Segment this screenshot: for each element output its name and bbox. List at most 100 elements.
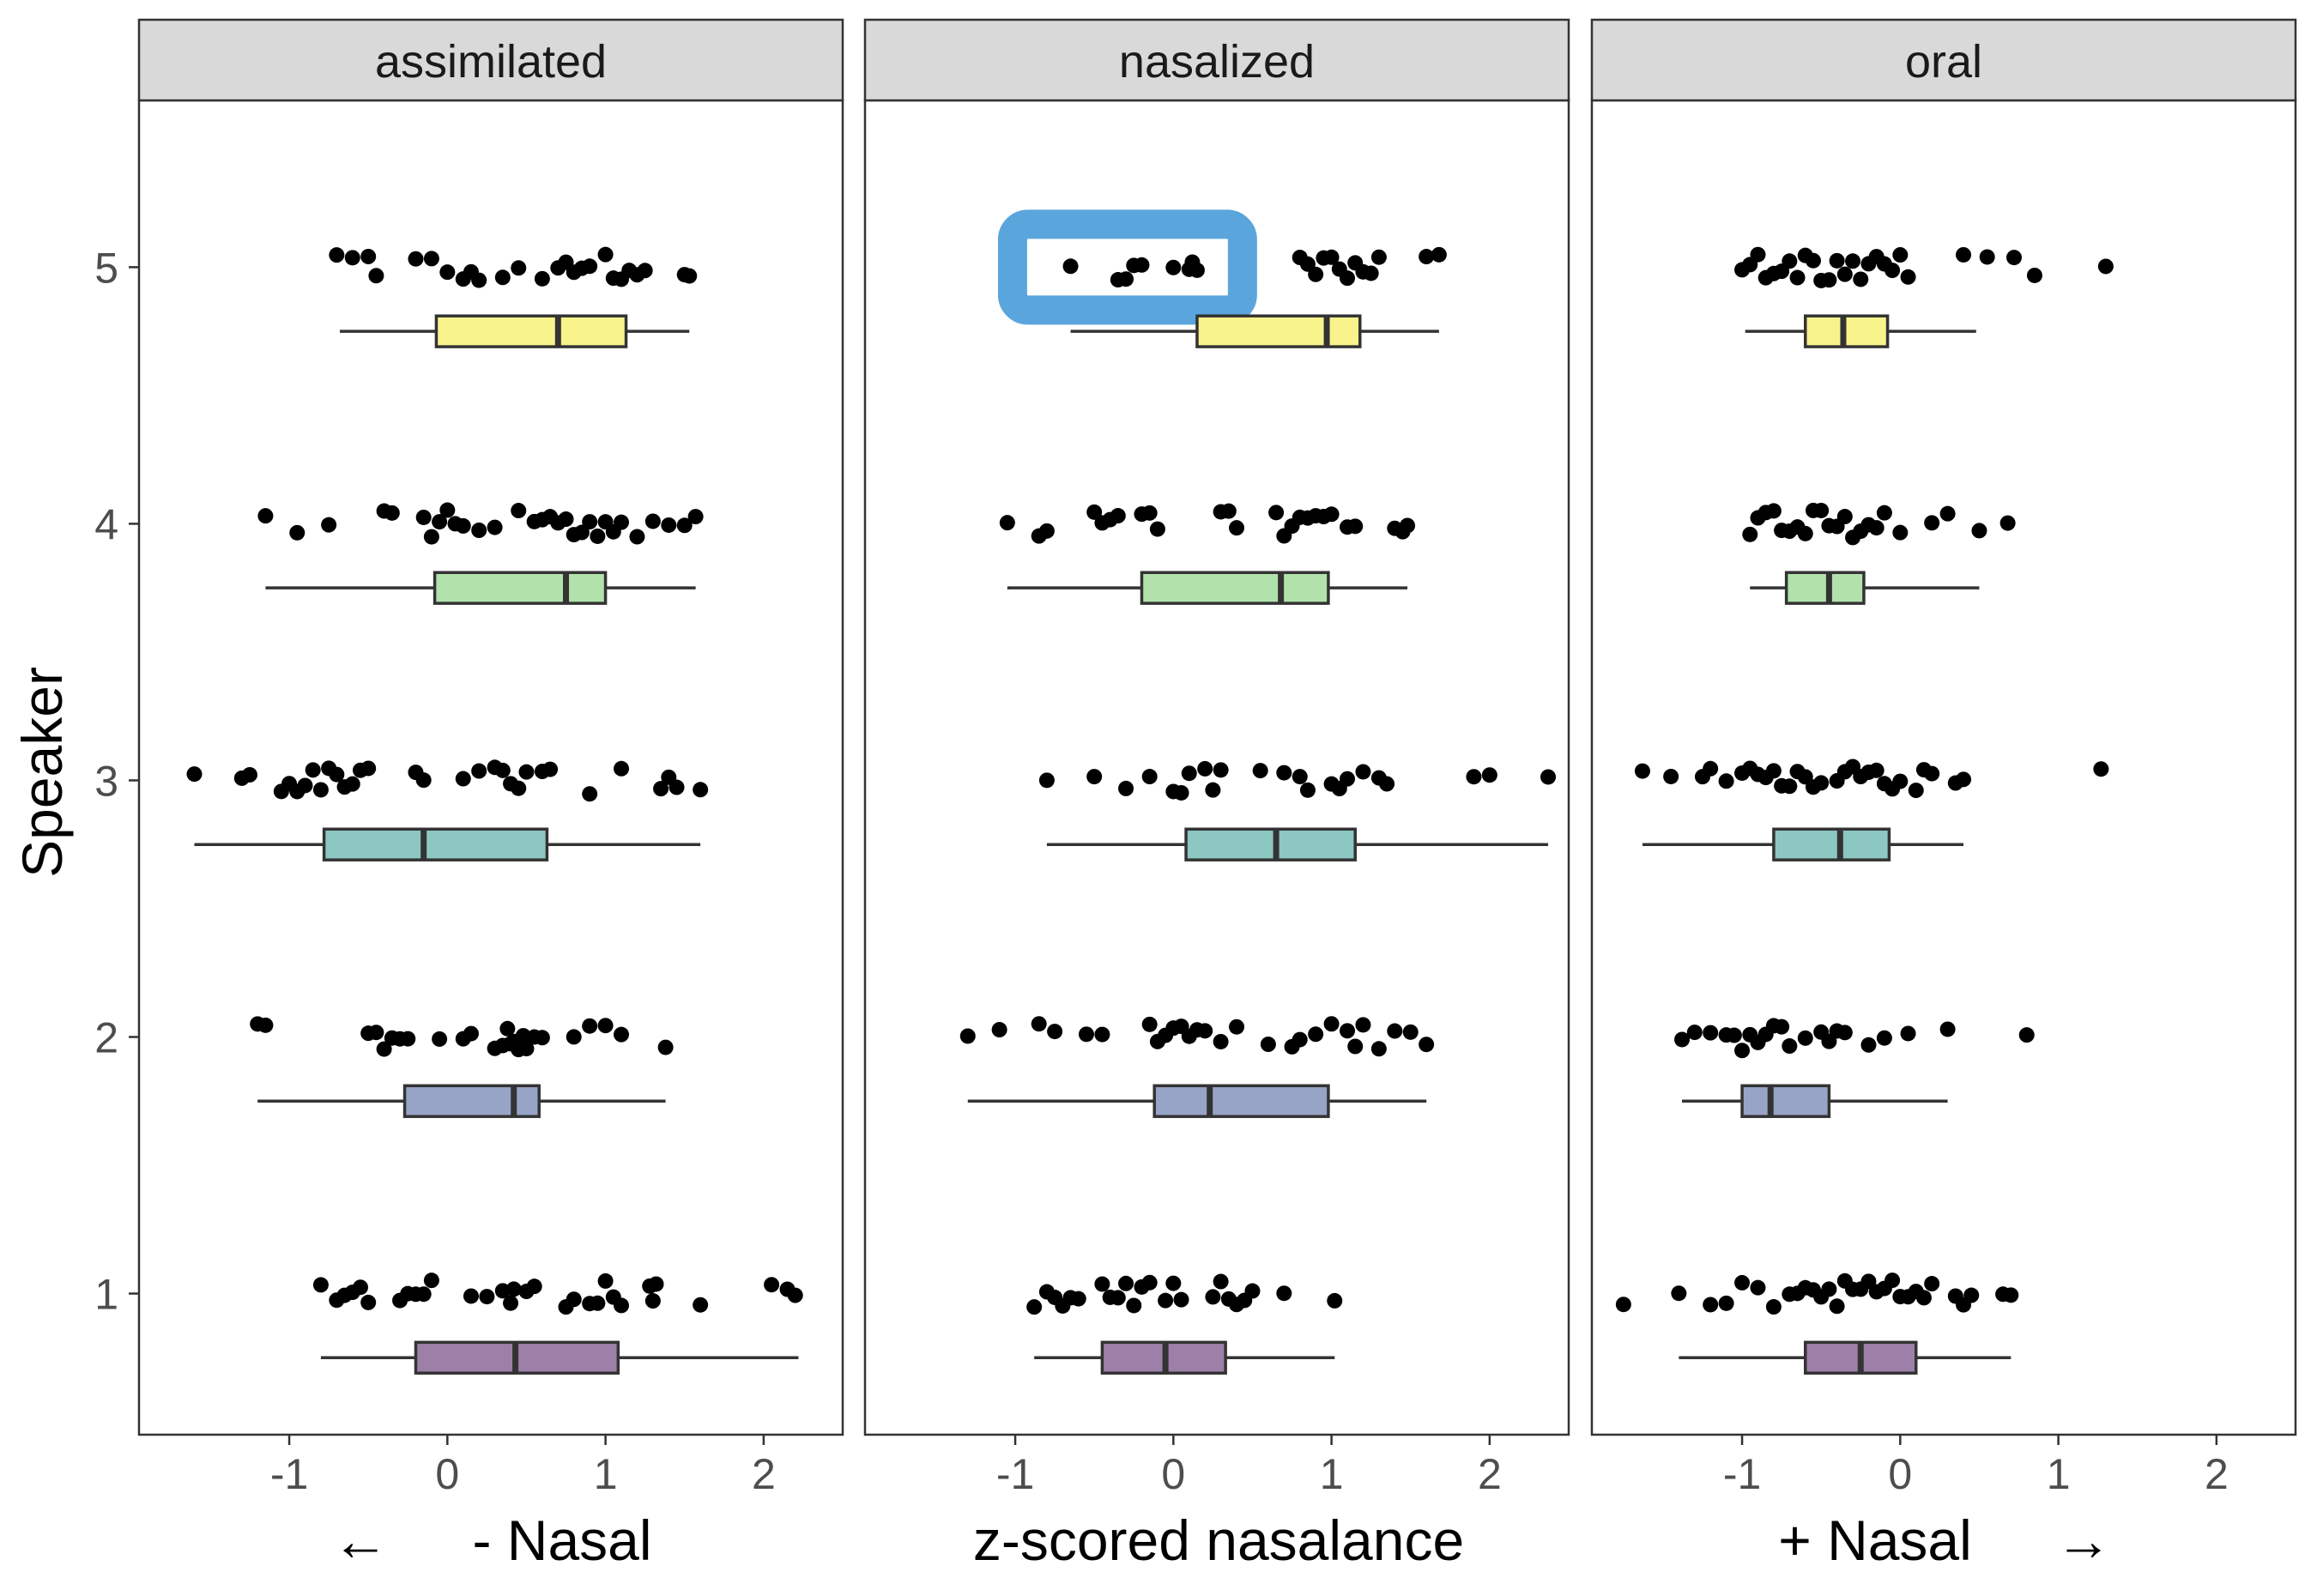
data-point: [1829, 1298, 1845, 1315]
data-point: [360, 760, 377, 777]
data-point: [400, 1031, 416, 1047]
data-point: [1765, 503, 1782, 519]
data-point: [1908, 783, 1924, 799]
data-point: [1340, 270, 1356, 287]
data-point: [1805, 252, 1821, 269]
data-point: [1615, 1297, 1631, 1313]
data-point: [376, 1041, 392, 1057]
data-point: [499, 1020, 516, 1037]
data-point: [1276, 1285, 1292, 1302]
data-point: [1634, 763, 1650, 779]
x-axis-label-right: + Nasal: [1778, 1508, 1972, 1572]
data-point: [1387, 1023, 1403, 1039]
data-point: [297, 777, 313, 794]
data-point: [1742, 526, 1758, 542]
iqr-box: [1195, 314, 1362, 348]
speaker-3-group: [1038, 760, 1557, 861]
data-point: [1323, 1016, 1340, 1032]
data-point: [1845, 253, 1861, 269]
data-point: [329, 766, 345, 783]
data-point: [1939, 1021, 1956, 1037]
speaker-4-group: [999, 503, 1416, 605]
data-point: [1229, 1019, 1245, 1035]
data-point: [1047, 1024, 1063, 1040]
data-point: [511, 260, 527, 276]
data-point: [566, 1029, 582, 1045]
data-point: [352, 1279, 368, 1296]
data-point: [423, 251, 439, 267]
data-point: [1347, 1038, 1364, 1055]
data-point: [644, 1293, 661, 1309]
data-point: [1782, 778, 1798, 795]
data-point: [511, 780, 527, 796]
data-point: [526, 1279, 542, 1295]
speaker-3-group: [1634, 759, 2109, 861]
data-point: [1836, 1025, 1853, 1041]
data-point: [463, 1288, 479, 1304]
data-point: [305, 762, 321, 778]
data-point: [1347, 518, 1364, 535]
data-point: [1213, 1273, 1229, 1290]
data-point: [614, 1297, 630, 1314]
x-tick-label: 2: [1478, 1450, 1502, 1498]
data-point: [1900, 1025, 1916, 1042]
iqr-box: [1740, 1084, 1831, 1118]
data-point: [1750, 246, 1766, 263]
data-point: [1956, 771, 1972, 788]
data-point: [368, 268, 384, 284]
data-point: [1821, 1281, 1837, 1297]
data-point: [1971, 523, 1987, 539]
data-point: [1400, 517, 1416, 534]
data-point: [614, 760, 630, 777]
data-point: [344, 776, 360, 792]
data-point: [582, 258, 598, 275]
speaker-5-group: [1062, 246, 1447, 348]
iqr-box: [1784, 571, 1866, 605]
data-point: [999, 515, 1015, 531]
panel-nasalized: nasalized -1 0 1 2: [863, 18, 1570, 1498]
data-point: [487, 519, 503, 535]
data-point: [534, 270, 550, 287]
y-tick-label: 2: [94, 1013, 118, 1061]
x-tick-label: 1: [1320, 1450, 1344, 1498]
data-point: [1173, 1291, 1189, 1308]
data-point: [1323, 249, 1340, 265]
data-point: [614, 514, 630, 530]
data-point: [1466, 769, 1482, 785]
data-point: [1244, 1283, 1261, 1299]
x-tick-label: -1: [1723, 1450, 1761, 1498]
data-point: [1213, 1033, 1229, 1049]
panel-strip: [137, 18, 844, 102]
data-point: [1370, 1041, 1387, 1057]
speaker-2-group: [959, 1016, 1435, 1118]
data-point: [1860, 1037, 1877, 1053]
data-point: [542, 761, 559, 777]
panel-strip-label: oral: [1905, 36, 1982, 88]
data-point: [1868, 520, 1884, 536]
data-point: [360, 1294, 377, 1310]
data-point: [676, 517, 693, 534]
speaker-4-group: [1742, 502, 2016, 605]
data-point: [1703, 1025, 1719, 1041]
data-point: [439, 502, 456, 518]
data-point: [1765, 1299, 1782, 1315]
data-point: [1963, 1287, 1980, 1303]
data-point: [1892, 247, 1909, 263]
data-point: [312, 1277, 329, 1293]
highlight-box: [997, 209, 1257, 325]
data-point: [479, 1289, 495, 1305]
data-point: [1419, 1037, 1435, 1053]
data-point: [653, 781, 669, 797]
iqr-box: [1140, 571, 1330, 605]
data-point: [289, 524, 306, 541]
data-point: [582, 514, 598, 530]
data-point: [1868, 762, 1884, 778]
data-point: [463, 1025, 479, 1042]
x-tick-label: 0: [1161, 1450, 1185, 1498]
speaker-2-group: [1674, 1018, 2035, 1118]
data-point: [471, 763, 487, 779]
data-point: [1419, 249, 1435, 265]
data-point: [1205, 782, 1221, 798]
x-tick-label: 2: [2205, 1450, 2229, 1498]
data-point: [2018, 1027, 2035, 1043]
